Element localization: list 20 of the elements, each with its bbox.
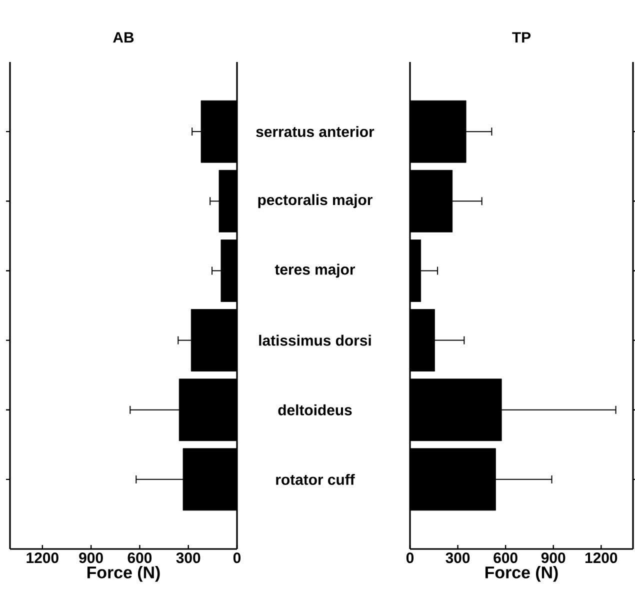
x-tick-label: 600 xyxy=(128,552,152,564)
y-tick-label: pectoralis major xyxy=(258,194,372,208)
y-tick-label: deltoideus xyxy=(278,404,352,416)
x-tick-label: 900 xyxy=(79,552,103,564)
chart-title: AB xyxy=(113,32,134,43)
x-tick-label: 300 xyxy=(176,552,200,564)
chart-title: TP xyxy=(512,32,531,43)
y-tick-label: teres major xyxy=(274,264,356,278)
x-tick-label: 0 xyxy=(233,552,241,564)
y-tick-label: rotator cuff xyxy=(276,474,355,485)
x-tick-label: 1200 xyxy=(26,552,58,564)
x-tick-label: 900 xyxy=(541,552,566,564)
x-axis-title: Force (N) xyxy=(485,566,558,582)
x-tick-label: 1200 xyxy=(585,552,618,564)
x-tick-label: 300 xyxy=(446,552,470,564)
x-tick-label: 0 xyxy=(406,552,414,564)
y-tick-label: serratus anterior xyxy=(256,126,374,138)
x-axis-title: Force (N) xyxy=(87,566,160,582)
x-tick-label: 600 xyxy=(494,552,518,564)
y-tick-label: latissimus dorsi xyxy=(259,334,371,346)
